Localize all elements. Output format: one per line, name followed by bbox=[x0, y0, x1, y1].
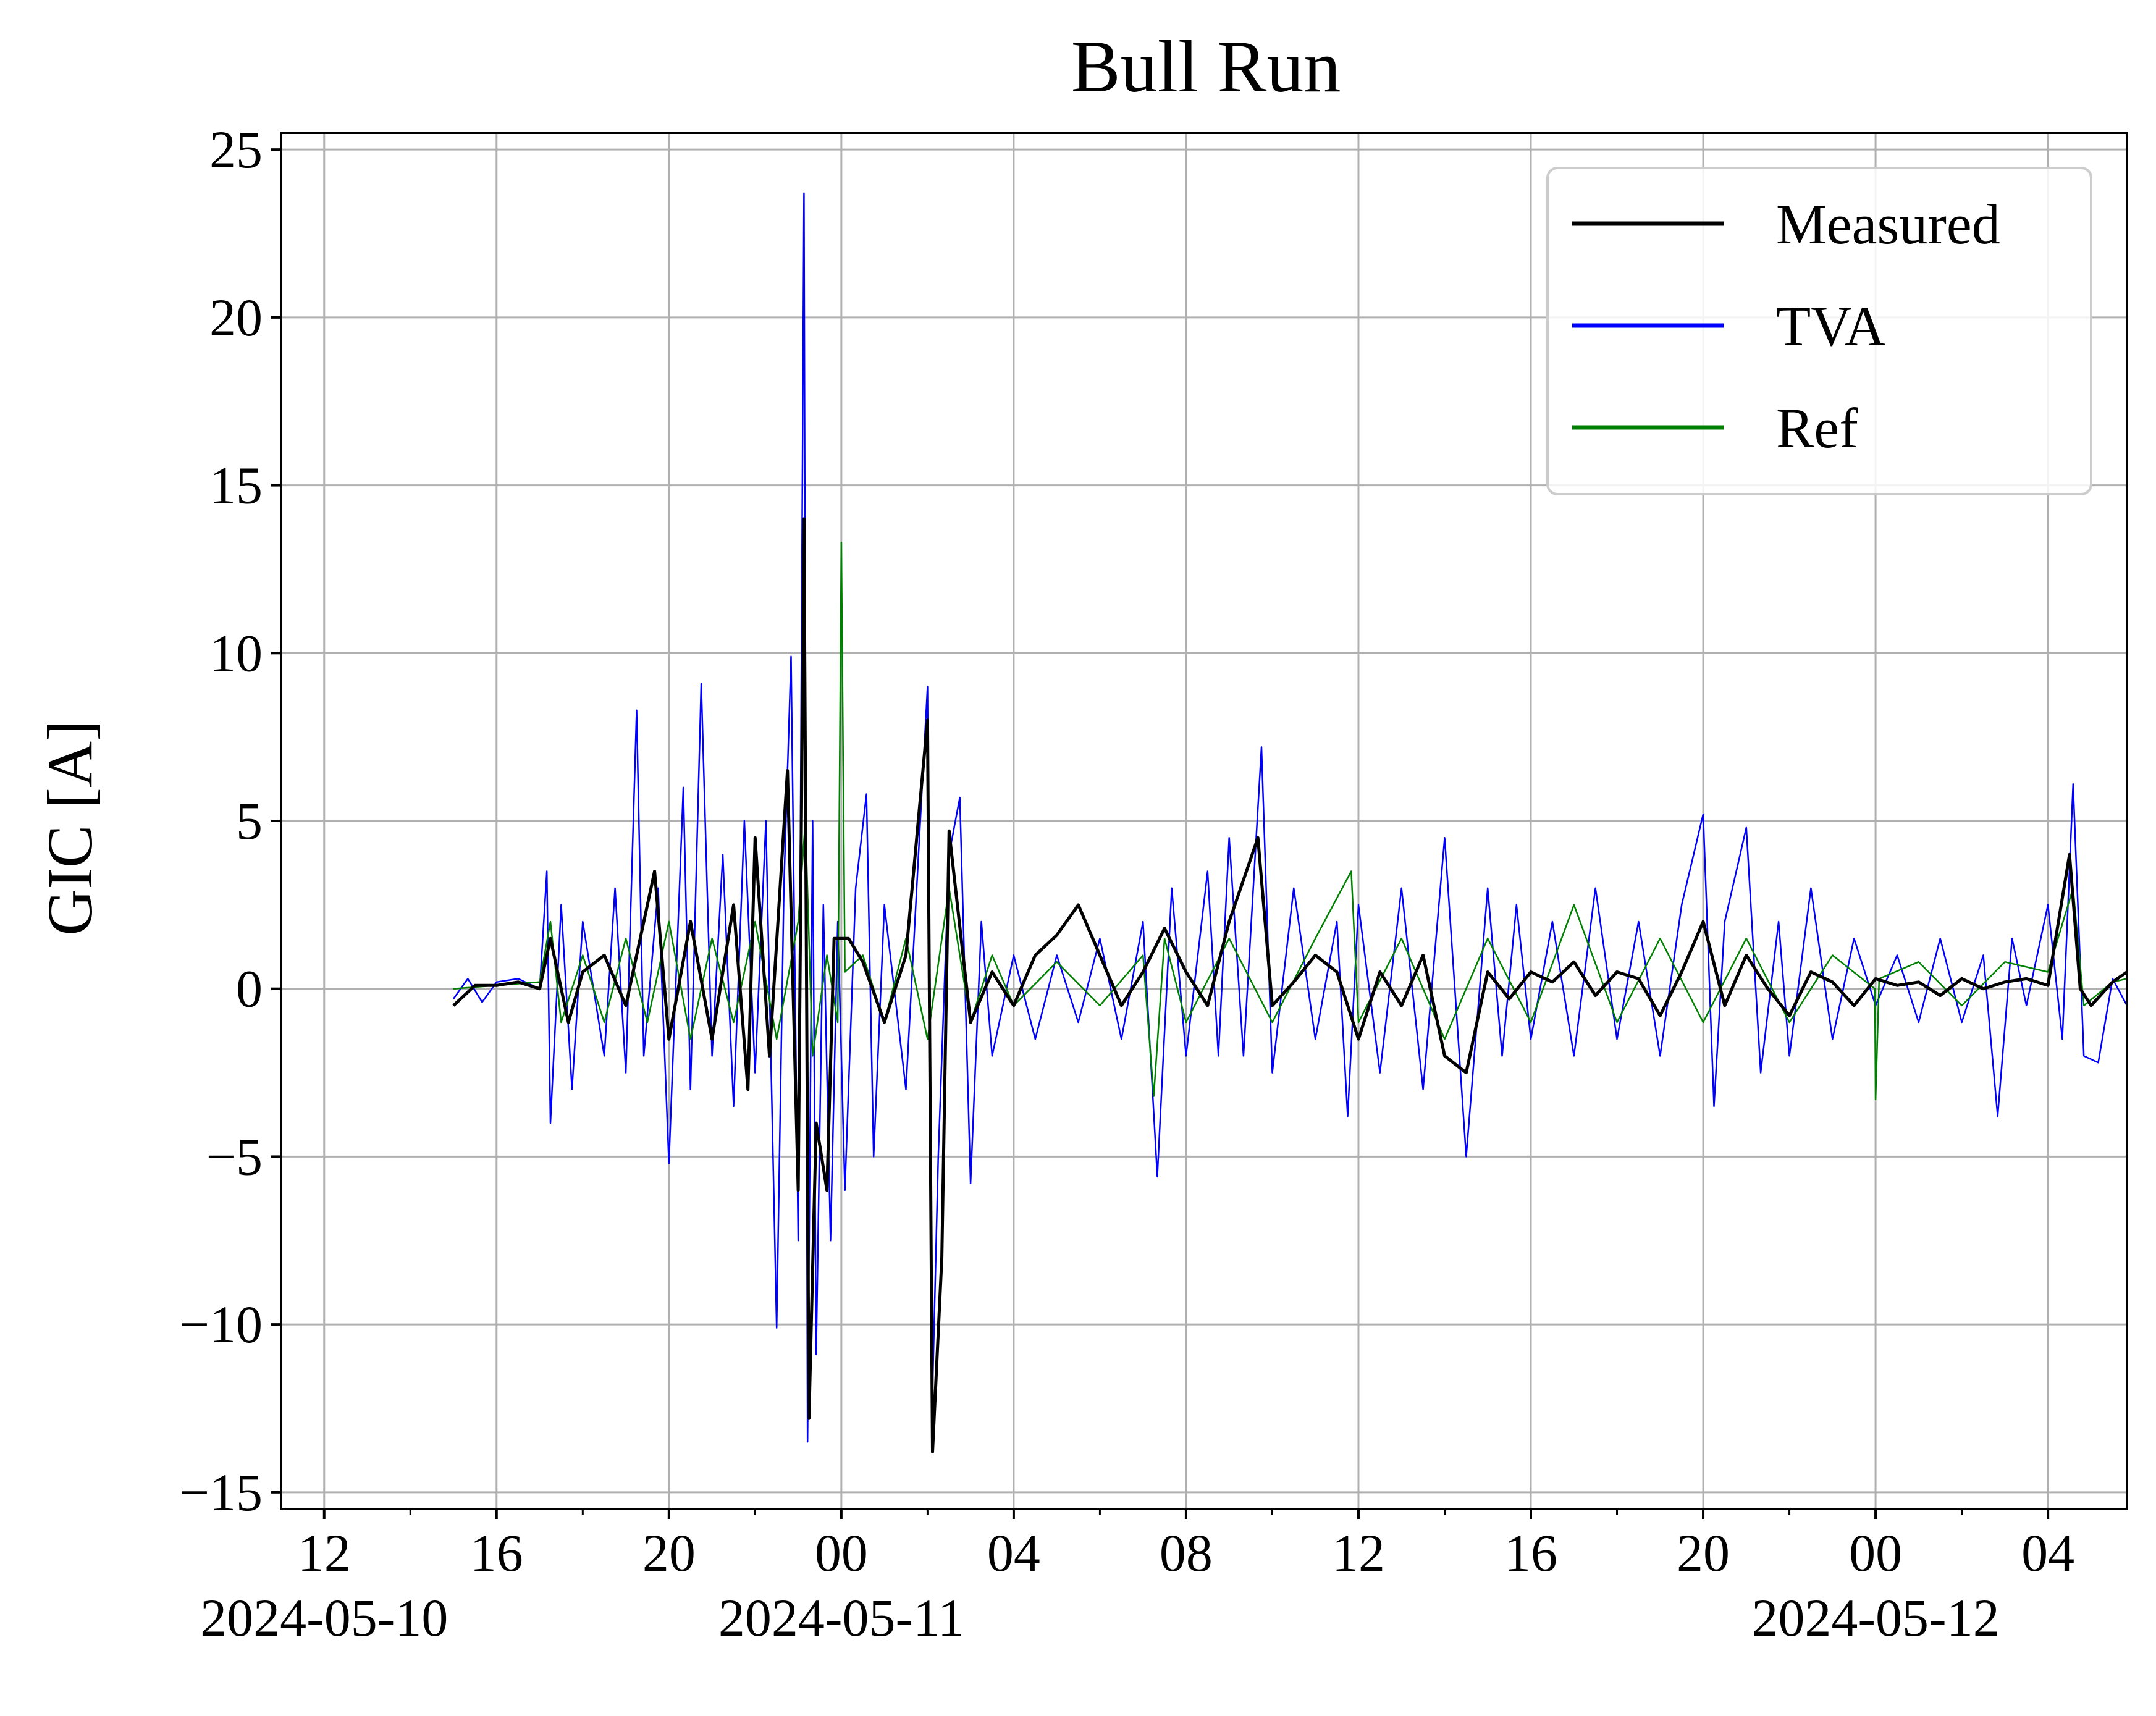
x-date-label: 2024-05-12 bbox=[1751, 1588, 1999, 1647]
y-axis-label: GIC [A] bbox=[35, 720, 106, 935]
series-line-ref bbox=[453, 541, 2128, 1101]
grid bbox=[281, 133, 2127, 1509]
x-tick-label: 00 bbox=[815, 1523, 868, 1583]
y-tick-label: 5 bbox=[236, 791, 263, 851]
legend-label-tva: TVA bbox=[1776, 295, 1885, 358]
x-tick-label: 04 bbox=[987, 1523, 1040, 1583]
y-tick-label: 15 bbox=[209, 456, 263, 515]
x-date-label: 2024-05-10 bbox=[200, 1588, 448, 1647]
y-tick-label: 10 bbox=[209, 623, 263, 683]
y-tick-label: −15 bbox=[179, 1463, 263, 1522]
x-date-label: 2024-05-11 bbox=[718, 1588, 964, 1647]
legend-label-ref: Ref bbox=[1776, 397, 1858, 460]
y-tick-label: 25 bbox=[209, 120, 263, 179]
legend-label-measured: Measured bbox=[1776, 193, 2000, 256]
legend: Measured TVA Ref bbox=[1546, 167, 2092, 495]
y-tick-label: −10 bbox=[179, 1295, 263, 1354]
plot-series bbox=[452, 192, 2128, 1454]
x-tick-label: 04 bbox=[2021, 1523, 2074, 1583]
x-tick-label: 08 bbox=[1160, 1523, 1213, 1583]
x-tick-label: 20 bbox=[1677, 1523, 1730, 1583]
series-line-measured bbox=[452, 517, 2128, 1454]
series-line-tva bbox=[452, 192, 2128, 1443]
x-tick-label: 12 bbox=[1332, 1523, 1385, 1583]
chart-title: Bull Run bbox=[1071, 25, 1341, 107]
y-tick-label: 20 bbox=[209, 288, 263, 347]
y-tick-label: 0 bbox=[236, 959, 263, 1019]
x-tick-label: 16 bbox=[470, 1523, 523, 1583]
legend-box bbox=[1546, 167, 2092, 495]
x-tick-label: 20 bbox=[642, 1523, 696, 1583]
x-tick-label: 16 bbox=[1504, 1523, 1557, 1583]
y-tick-label: −5 bbox=[206, 1127, 263, 1186]
x-tick-label: 12 bbox=[298, 1523, 351, 1583]
x-tick-label: 00 bbox=[1849, 1523, 1902, 1583]
